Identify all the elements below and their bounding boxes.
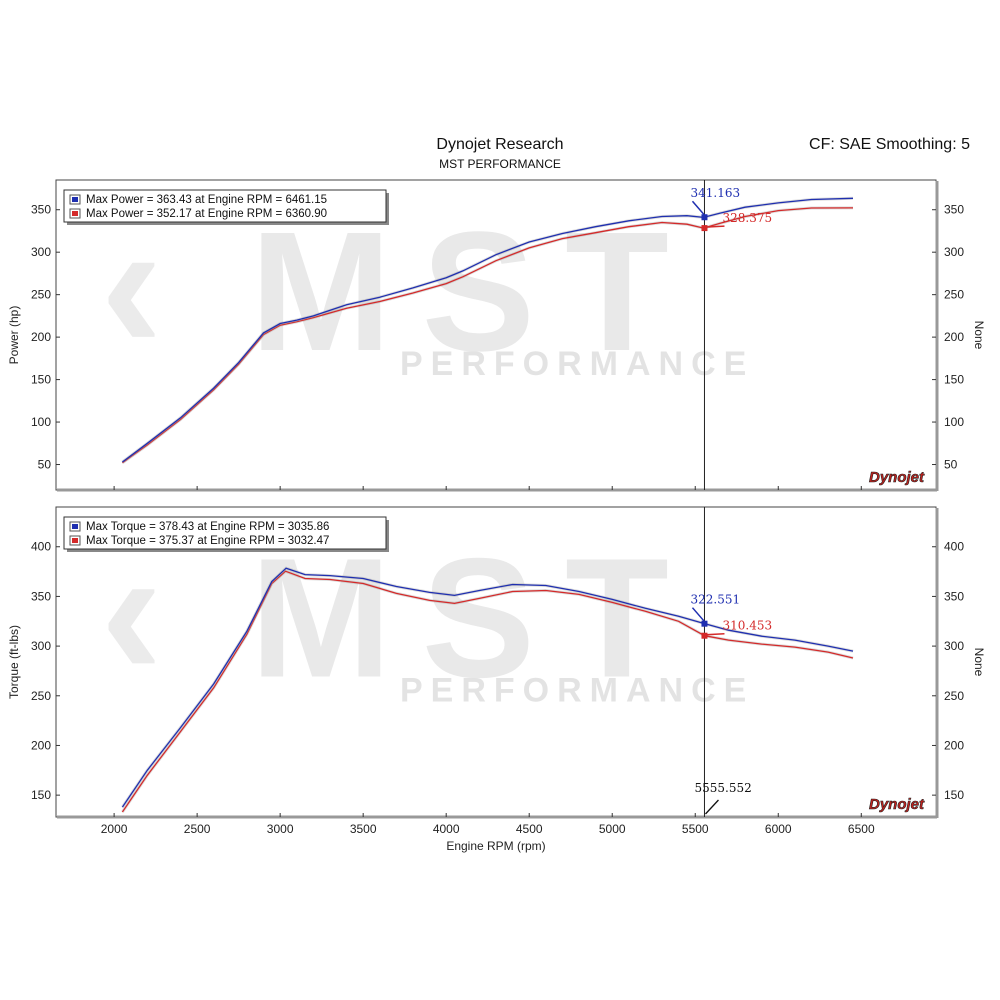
y-tick-label: 150: [31, 788, 51, 802]
series-line: [121, 570, 854, 813]
cursor-marker: [701, 632, 708, 639]
watermark-brand: MST: [250, 524, 699, 714]
series-line: [122, 207, 854, 464]
cursor-marker: [701, 225, 708, 232]
legend-box: [63, 516, 387, 550]
y-tick-label-right: 150: [944, 373, 964, 387]
dynojet-logo: Dynojet: [869, 469, 926, 487]
legend-swatch: [72, 211, 78, 216]
y-tick-label-right: 350: [944, 589, 964, 603]
legend: Max Torque = 378.43 at Engine RPM = 3035…: [63, 516, 389, 552]
x-tick-label: 6500: [848, 822, 875, 836]
cursor-arrow: [705, 632, 725, 636]
y-axis-label-right: None: [972, 648, 986, 677]
cursor-arrow: [705, 225, 725, 228]
y-axis-label: Torque (ft-lbs): [7, 625, 21, 699]
x-tick-label: 3000: [267, 822, 294, 836]
cursor-rpm-arrow: [704, 799, 719, 815]
dynojet-logo-text: Dynojet: [869, 796, 925, 813]
torque-axis-ticks: 150 150 200 200 250 250 300 300 350 350 400 400 2000…: [7, 540, 986, 853]
y-tick-label: 250: [31, 288, 51, 302]
legend-entry: Max Power = 363.43 at Engine RPM = 6461.…: [86, 194, 327, 206]
cursor-value: 322.551: [690, 593, 740, 607]
y-tick-label: 400: [31, 540, 51, 554]
x-tick-label: 4000: [433, 822, 460, 836]
cursor-arrow: [691, 607, 707, 624]
x-tick-label: 5000: [599, 822, 626, 836]
watermark-tag: PERFORMANCE: [400, 345, 754, 383]
power-axis-ticks: 50 50 100 100 150 150 200 200 250 250 300 300 350 350…: [7, 203, 986, 490]
cursor-rpm-value: 5555.552: [694, 781, 751, 795]
x-tick-label: 4500: [516, 822, 543, 836]
y-axis-label: Power (hp): [7, 306, 21, 365]
y-tick-label: 350: [31, 589, 51, 603]
cursor-marker: [701, 620, 708, 627]
y-tick-label-right: 50: [944, 458, 958, 472]
legend: Max Power = 363.43 at Engine RPM = 6461.…: [63, 189, 389, 225]
x-tick-label: 5500: [682, 822, 709, 836]
y-tick-label-right: 200: [944, 330, 964, 344]
y-axis-label-right: None: [972, 321, 986, 350]
y-tick-label-right: 100: [944, 415, 964, 429]
y-tick-label-right: 300: [944, 245, 964, 259]
x-axis-label: Engine RPM (rpm): [446, 839, 545, 853]
legend-swatch: [72, 197, 78, 202]
cursor-marker: [701, 214, 708, 221]
y-tick-label-right: 350: [944, 203, 964, 217]
x-tick-label: 2500: [184, 822, 211, 836]
series-line: [121, 567, 854, 808]
y-tick-label: 300: [31, 245, 51, 259]
x-tick-label: 2000: [101, 822, 128, 836]
y-tick-label-right: 250: [944, 689, 964, 703]
y-tick-label-right: 250: [944, 288, 964, 302]
cf-smoothing-label: CF: SAE Smoothing: 5: [809, 136, 970, 153]
y-tick-label: 350: [31, 203, 51, 217]
y-tick-label: 150: [31, 373, 51, 387]
chart-title: Dynojet Research: [436, 136, 564, 153]
y-tick-label: 300: [31, 639, 51, 653]
y-tick-label-right: 200: [944, 738, 964, 752]
cursor-value: 328.375: [722, 211, 772, 225]
dynojet-logo: Dynojet: [869, 796, 926, 814]
y-tick-label: 200: [31, 738, 51, 752]
x-tick-label: 3500: [350, 822, 377, 836]
legend-swatch: [72, 538, 78, 543]
x-tick-label: 6000: [765, 822, 792, 836]
cursor-arrow: [691, 200, 707, 217]
series-line: [122, 197, 854, 463]
power-series: 341.163 328.375 Max Power = 363.43 at Engi…: [63, 180, 926, 490]
y-tick-label-right: 150: [944, 788, 964, 802]
cursor-value: 341.163: [690, 186, 740, 200]
y-tick-label-right: 400: [944, 540, 964, 554]
legend-entry: Max Torque = 375.37 at Engine RPM = 3032…: [86, 535, 329, 547]
watermark-brand: MST: [250, 197, 699, 387]
torque-series: 322.551 310.453 Max Torque = 378.43 at Eng…: [63, 507, 926, 817]
y-tick-label-right: 300: [944, 639, 964, 653]
legend-entry: Max Torque = 378.43 at Engine RPM = 3035…: [86, 521, 329, 533]
overlay-layer: 5555.552: [694, 781, 752, 815]
legend-swatch: [72, 524, 78, 529]
watermark-tag: PERFORMANCE: [400, 672, 754, 710]
chart-subtitle: MST PERFORMANCE: [439, 157, 561, 171]
cursor-value: 310.453: [722, 619, 772, 633]
legend-entry: Max Power = 352.17 at Engine RPM = 6360.…: [86, 208, 327, 220]
legend-box: [63, 189, 387, 223]
y-tick-label: 100: [31, 415, 51, 429]
y-tick-label: 250: [31, 689, 51, 703]
dynojet-logo-text: Dynojet: [869, 469, 925, 486]
y-tick-label: 50: [38, 458, 52, 472]
y-tick-label: 200: [31, 330, 51, 344]
